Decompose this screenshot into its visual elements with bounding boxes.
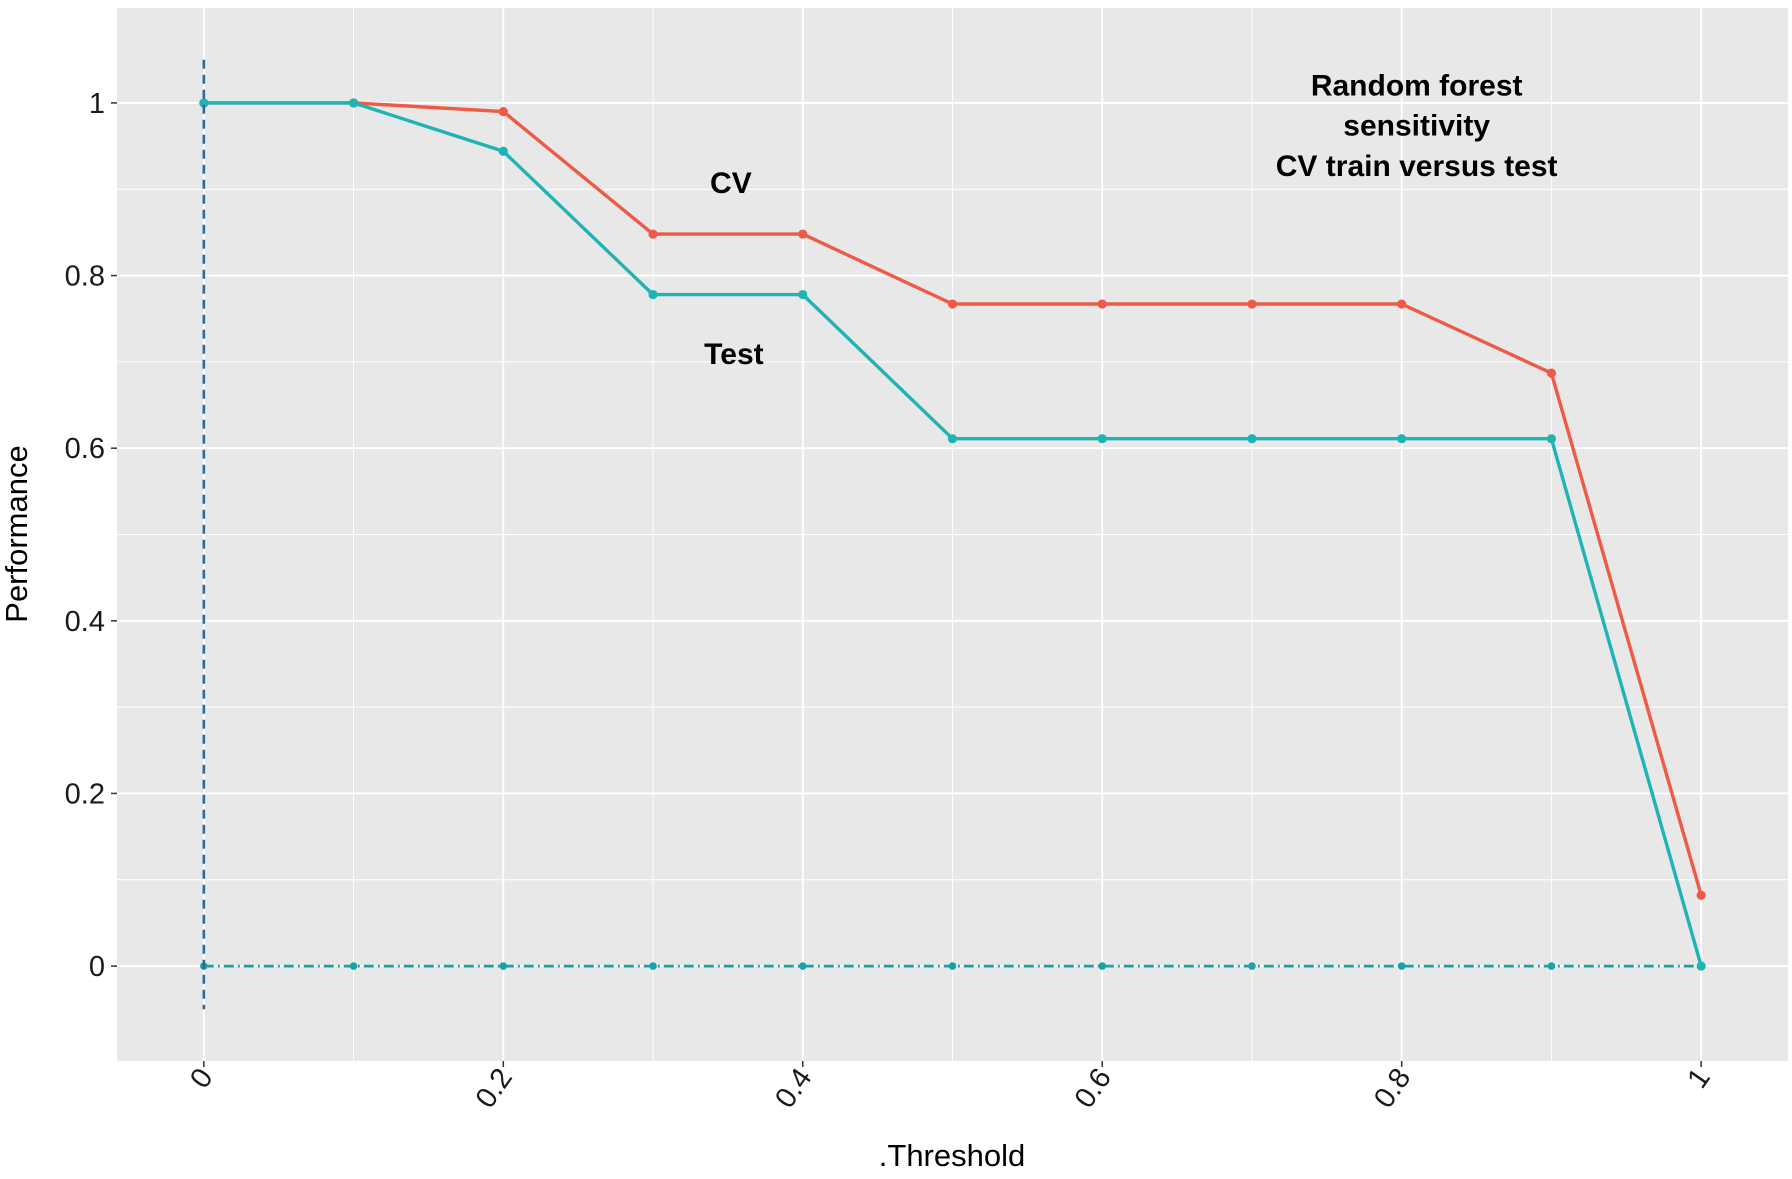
x-tick-label: 0.8 (1368, 1063, 1417, 1114)
data-point-test (1247, 434, 1257, 444)
data-point-baseline (798, 962, 807, 970)
x-tick-label: 0 (184, 1063, 219, 1095)
x-tick-label: 0.6 (1069, 1063, 1118, 1114)
data-point-cv (1696, 890, 1706, 900)
x-axis-title: .Threshold (879, 1138, 1025, 1173)
y-tick-label: 0.8 (65, 261, 105, 293)
annotation-title-line-1: Random forest (1311, 70, 1523, 103)
x-axis: 0 0.2 0.4 0.6 0.8 1 (184, 1061, 1717, 1114)
data-point-baseline (649, 962, 657, 970)
data-point-test (1696, 961, 1706, 971)
y-axis-title: Performance (0, 445, 34, 622)
data-point-test (798, 289, 808, 300)
data-point-test (1546, 434, 1557, 444)
data-point-cv (1247, 299, 1257, 309)
y-tick-label: 0.4 (65, 606, 105, 638)
annotation-title-line-3: CV train versus test (1276, 150, 1558, 183)
data-point-cv (798, 229, 808, 239)
data-point-test (648, 289, 658, 300)
data-point-baseline (1248, 962, 1256, 970)
data-point-cv (1397, 299, 1407, 309)
x-tick-label: 0.4 (769, 1063, 818, 1114)
y-tick-label: 0.2 (65, 778, 105, 810)
data-point-cv (1097, 299, 1107, 309)
x-tick-label: 0.2 (470, 1063, 519, 1114)
minor-grid (117, 8, 1788, 1061)
y-axis: 0 0.2 0.4 0.6 0.8 1 (65, 88, 117, 983)
data-point-baseline (948, 962, 957, 970)
data-point-baseline (1547, 962, 1556, 970)
y-tick-label: 0 (89, 951, 105, 983)
data-point-cv (498, 106, 508, 117)
data-point-cv (947, 299, 958, 309)
y-tick-label: 0.6 (65, 433, 105, 465)
y-tick-label: 1 (89, 88, 105, 120)
annotations: CV Test Random forest sensitivity CV train v… (704, 70, 1557, 371)
data-point-test (348, 98, 359, 108)
data-point-test (1397, 434, 1407, 444)
data-point-baseline (1397, 962, 1406, 970)
data-point-test (498, 146, 508, 156)
annotation-cv-label: CV (710, 167, 752, 200)
x-tick-label: 1 (1681, 1063, 1716, 1095)
data-point-test (199, 98, 209, 108)
annotation-title-line-2: sensitivity (1343, 109, 1490, 142)
data-point-cv (648, 229, 658, 239)
series-layer (199, 98, 1706, 971)
data-point-test (1097, 434, 1107, 444)
data-point-baseline (499, 962, 508, 970)
data-point-baseline (1098, 962, 1107, 970)
data-point-test (947, 434, 958, 444)
data-point-cv (1546, 368, 1557, 378)
annotation-test-label: Test (704, 338, 763, 371)
data-point-baseline (349, 962, 358, 970)
